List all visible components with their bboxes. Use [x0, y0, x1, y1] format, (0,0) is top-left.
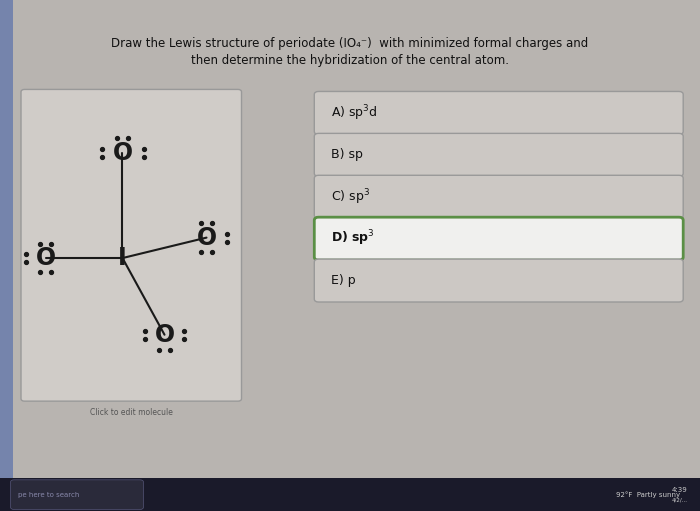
Text: O: O [36, 246, 55, 270]
FancyBboxPatch shape [314, 175, 683, 218]
FancyBboxPatch shape [314, 217, 683, 260]
Text: O: O [197, 226, 216, 249]
Text: D) sp$^3$: D) sp$^3$ [331, 229, 375, 248]
Bar [0, 478, 700, 511]
Text: 4/2/...: 4/2/... [672, 497, 688, 502]
Bar [0, 0, 13, 478]
Text: Click to edit molecule: Click to edit molecule [90, 408, 173, 417]
Text: 92°F  Partly sunny: 92°F Partly sunny [616, 491, 680, 498]
Text: C) sp$^3$: C) sp$^3$ [331, 187, 370, 206]
Text: pe here to search: pe here to search [18, 492, 79, 498]
Text: A) sp$^3$d: A) sp$^3$d [331, 103, 378, 123]
FancyBboxPatch shape [314, 133, 683, 176]
Text: then determine the hybridization of the central atom.: then determine the hybridization of the … [191, 54, 509, 67]
FancyBboxPatch shape [10, 480, 144, 509]
Text: B) sp: B) sp [331, 148, 363, 161]
FancyBboxPatch shape [314, 259, 683, 302]
Text: O: O [155, 323, 174, 346]
Text: Draw the Lewis structure of periodate (IO₄⁻)  with minimized formal charges and: Draw the Lewis structure of periodate (I… [111, 37, 589, 50]
FancyBboxPatch shape [21, 89, 241, 401]
Text: I: I [118, 246, 127, 270]
Text: E) p: E) p [331, 274, 356, 287]
FancyBboxPatch shape [314, 91, 683, 134]
Text: 4:39: 4:39 [672, 486, 687, 493]
Text: O: O [113, 142, 132, 165]
